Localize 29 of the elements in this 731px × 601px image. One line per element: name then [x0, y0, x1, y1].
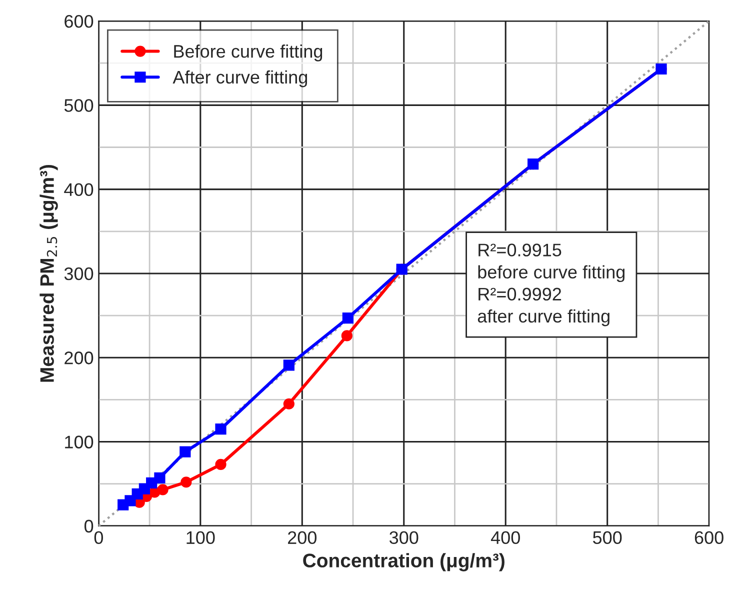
point: [154, 472, 166, 484]
y-tick-label: 200: [64, 352, 94, 364]
point: [157, 484, 168, 496]
y-tick-label: 100: [65, 436, 94, 448]
point: [283, 398, 294, 410]
x-tick-label: 100: [186, 531, 215, 544]
x-tick-label: 500: [593, 531, 622, 544]
y-tick-label: 500: [64, 99, 94, 112]
legend-label: After curve fitting: [172, 70, 308, 88]
point: [215, 458, 226, 470]
y-axis-title: Measured PM$_{2.5}$ (μg/m³): [40, 164, 58, 382]
point: [341, 330, 352, 342]
annotation: R²=0.9915 before curve fitting R²=0.9992 after curve fitting: [478, 244, 624, 326]
y-tick-label: 600: [64, 14, 94, 28]
point: [342, 312, 354, 324]
x-tick-label: 0: [94, 531, 103, 544]
x-axis-title: Concentration (μg/m³): [303, 553, 504, 572]
y-tick-label: 300: [64, 267, 94, 280]
x-tick-label: 200: [288, 531, 317, 544]
x-tick-label: 600: [694, 531, 724, 544]
legend-label: Before curve fitting: [174, 44, 322, 62]
y-tick-label: 0: [84, 520, 94, 533]
point: [283, 360, 294, 371]
point: [215, 424, 226, 435]
point: [180, 446, 191, 458]
point: [180, 476, 192, 488]
x-tick-label: 400: [490, 531, 520, 544]
x-tick-label: 300: [390, 531, 418, 544]
y-tick-label: 400: [64, 183, 94, 196]
